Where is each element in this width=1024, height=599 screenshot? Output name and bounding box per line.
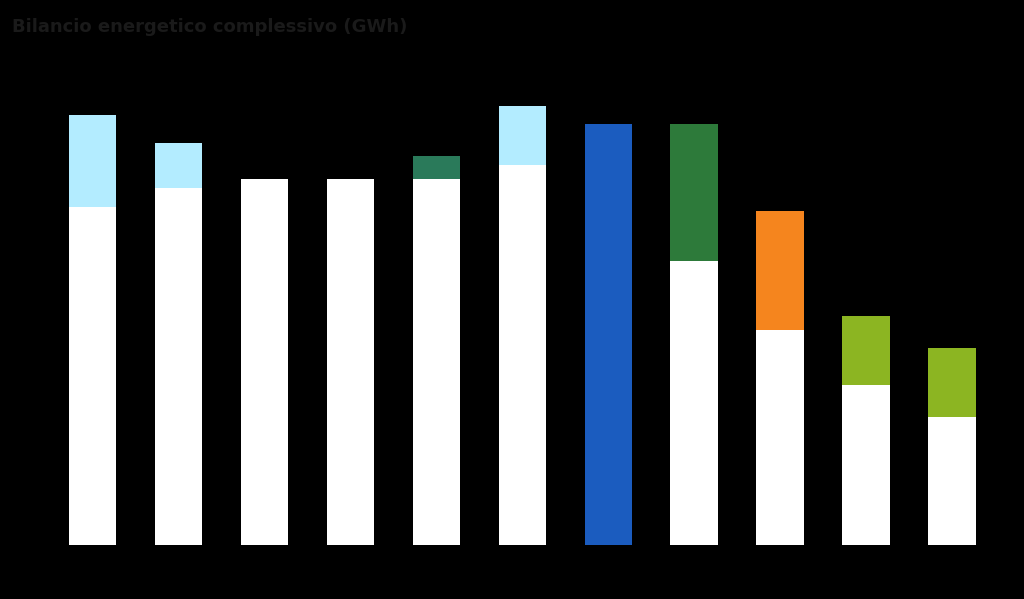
Bar xyxy=(929,417,976,545)
Bar xyxy=(843,385,890,545)
Bar xyxy=(413,156,460,179)
Bar xyxy=(671,262,718,545)
Bar xyxy=(241,179,288,545)
Bar xyxy=(843,316,890,385)
Bar xyxy=(413,179,460,545)
Bar xyxy=(757,330,804,545)
Bar xyxy=(155,143,202,188)
Bar xyxy=(757,211,804,330)
Text: Bilancio energetico complessivo (GWh): Bilancio energetico complessivo (GWh) xyxy=(12,18,408,36)
Bar xyxy=(499,106,546,165)
Bar xyxy=(155,188,202,545)
Bar xyxy=(585,124,632,545)
Bar xyxy=(69,115,116,207)
Bar xyxy=(69,207,116,545)
Bar xyxy=(327,179,374,545)
Bar xyxy=(499,165,546,545)
Bar xyxy=(671,124,718,262)
Bar xyxy=(929,349,976,417)
